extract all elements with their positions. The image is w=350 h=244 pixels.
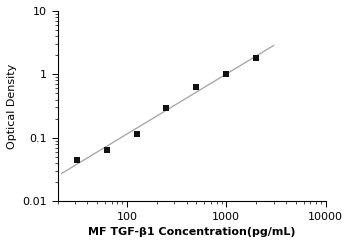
Point [134,132,139,136]
X-axis label: MF TGF-β1 Concentration(pg/mL): MF TGF-β1 Concentration(pg/mL) [88,227,295,237]
Point [223,72,229,76]
Point [253,56,259,60]
Point [104,148,110,152]
Y-axis label: Optical Density: Optical Density [7,63,17,149]
Point [164,106,169,110]
Point [194,85,199,89]
Point [74,158,79,162]
